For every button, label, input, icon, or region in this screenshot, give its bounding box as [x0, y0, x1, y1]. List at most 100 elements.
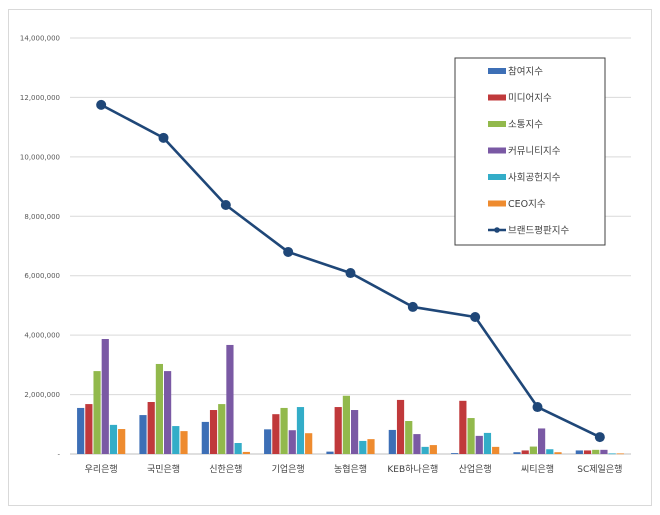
bar [575, 450, 583, 454]
bar [396, 399, 405, 454]
bar [342, 395, 350, 454]
bar [234, 443, 242, 454]
bar-group [264, 407, 313, 454]
line-marker [594, 432, 605, 443]
line-marker [345, 268, 356, 279]
line-marker [158, 132, 169, 143]
bar [93, 371, 101, 454]
bar [429, 445, 437, 454]
bar [388, 429, 396, 454]
bar [483, 432, 492, 454]
x-tick-label: SC제일은행 [577, 463, 622, 475]
line-marker [470, 312, 481, 323]
x-tick-label: 국민은행 [147, 463, 180, 475]
legend-box [454, 57, 606, 246]
bar [475, 435, 483, 454]
bar [139, 415, 147, 454]
legend-label: CEO지수 [508, 199, 546, 210]
bar [172, 426, 180, 454]
bar [280, 407, 288, 454]
brand-reputation-line [96, 99, 605, 443]
legend-label: 커뮤니티지수 [508, 146, 561, 157]
bar [109, 424, 118, 454]
legend-label: 미디어지수 [508, 93, 552, 104]
bar-group [326, 395, 375, 454]
y-tick-label: - [57, 451, 60, 459]
bar [529, 446, 537, 454]
bar [616, 453, 624, 455]
bar [226, 344, 234, 454]
y-axis: - 2,000,000 4,000,000 6,000,000 8,000,000 10,… [20, 35, 61, 459]
legend-color-swatch [488, 68, 506, 74]
bar [405, 421, 413, 454]
bar [513, 452, 521, 454]
legend-item: 브랜드평판지수 [488, 226, 569, 237]
bar [538, 428, 546, 454]
line-marker [283, 246, 294, 257]
bar [521, 450, 529, 454]
legend-color-swatch [488, 94, 506, 101]
bar [264, 429, 272, 454]
bar [201, 421, 209, 454]
legend-color-swatch [488, 200, 506, 207]
bar [155, 363, 163, 454]
bar [421, 446, 429, 454]
bar-group [139, 363, 188, 454]
bar [77, 407, 85, 454]
bar [546, 449, 554, 454]
bar [600, 449, 608, 454]
y-tick-label: 14,000,000 [20, 35, 60, 43]
bar [359, 440, 367, 454]
bar [209, 410, 218, 454]
x-tick-label: 씨티은행 [521, 463, 554, 475]
bar [459, 400, 467, 454]
legend-label: 소통지수 [508, 120, 543, 131]
bar-group [77, 339, 126, 454]
legend-label: 참여지수 [508, 66, 543, 78]
bar [413, 434, 421, 454]
line-marker [96, 99, 107, 110]
bar [583, 450, 592, 454]
x-tick-label: 신한은행 [209, 463, 242, 475]
legend-color-swatch [488, 121, 506, 127]
legend-color-swatch [488, 174, 506, 180]
bar [85, 404, 93, 454]
bar [326, 451, 334, 454]
legend-item: CEO지수 [488, 199, 546, 210]
bar-series [77, 339, 624, 455]
legend-marker-swatch [494, 227, 500, 233]
bar [367, 439, 375, 454]
line-marker [532, 402, 543, 413]
bar [147, 402, 155, 454]
x-tick-label: 기업은행 [272, 463, 305, 475]
bar [180, 431, 188, 454]
x-axis: 우리은행 국민은행 신한은행 기업은행 농협은행 KEB하나은행 산업은행 씨티은행 SC제일은… [85, 463, 623, 475]
bar-group [513, 428, 562, 454]
bar [272, 414, 280, 454]
bar [592, 449, 600, 454]
bar [451, 453, 459, 454]
bar [492, 446, 500, 454]
bar [101, 339, 109, 454]
y-tick-label: 2,000,000 [24, 391, 60, 399]
bar [242, 451, 250, 454]
bar-group [388, 399, 437, 454]
bar [296, 407, 305, 454]
legend-item: 미디어지수 [488, 93, 552, 104]
bar [305, 433, 313, 454]
y-tick-label: 6,000,000 [24, 272, 60, 280]
legend-item: 커뮤니티지수 [488, 146, 561, 157]
bar-group [451, 400, 500, 454]
bar [164, 371, 172, 454]
legend-label: 브랜드평판지수 [508, 226, 569, 237]
bar-group [201, 344, 250, 454]
bar [118, 429, 126, 454]
y-tick-label: 4,000,000 [24, 332, 60, 340]
x-tick-label: 농협은행 [334, 463, 367, 475]
x-tick-label: 우리은행 [85, 463, 118, 475]
bar [467, 418, 475, 454]
bar [351, 410, 359, 454]
x-tick-label: 산업은행 [459, 463, 492, 475]
line-marker [407, 301, 418, 312]
